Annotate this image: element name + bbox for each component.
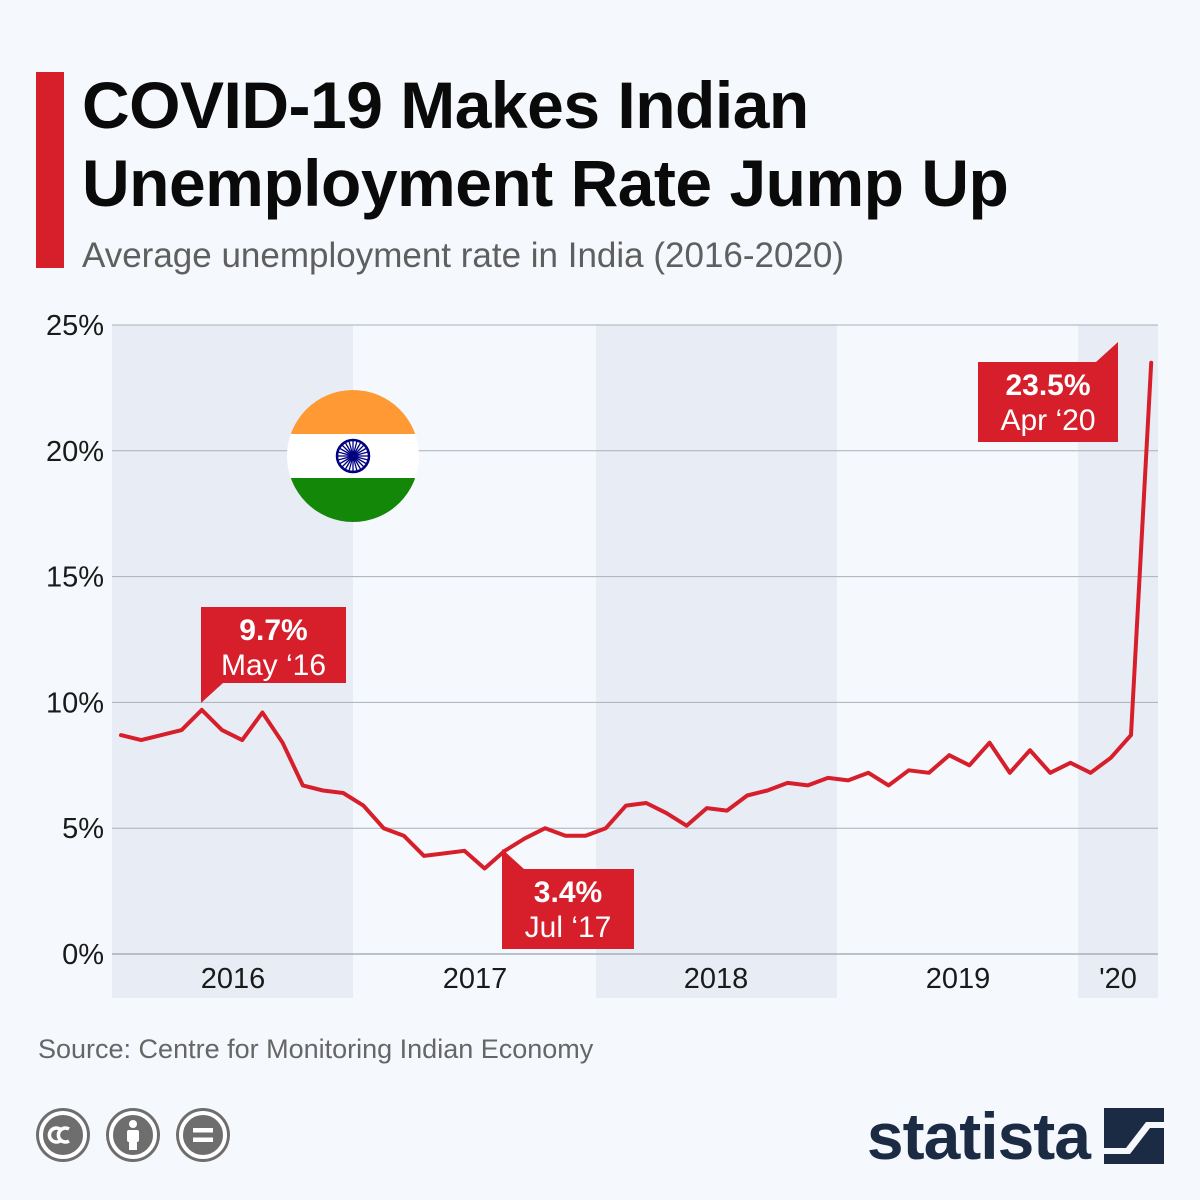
license-icons — [36, 1108, 230, 1162]
line-chart: 0% 5% 10% 15% 20% 25% 2016 2017 2018 2019 '20 9.7… — [46, 310, 1158, 998]
series-line — [119, 360, 1154, 871]
chart-subtitle: Average unemployment rate in India (2016… — [82, 236, 845, 275]
y-tick-label: 15% — [46, 562, 104, 594]
title-line-2: Unemployment Rate Jump Up — [82, 146, 1009, 220]
callout-value: 9.7% — [239, 614, 307, 647]
callout-box — [978, 342, 1118, 442]
callout-box — [502, 849, 634, 949]
callout-apr20: 23.5% Apr ‘20 — [978, 342, 1118, 442]
cc-icon — [36, 1108, 90, 1162]
callout-date: Apr ‘20 — [1000, 404, 1095, 437]
callout-date: Jul ‘17 — [525, 911, 612, 944]
x-tick-label: 2017 — [443, 963, 508, 995]
callout-box — [201, 607, 346, 703]
y-tick-label: 0% — [62, 939, 104, 971]
x-axis-ticks: 2016 2017 2018 2019 '20 — [201, 963, 1137, 995]
india-flag — [287, 390, 419, 522]
y-tick-label: 5% — [62, 813, 104, 845]
callout-may16: 9.7% May ‘16 — [201, 607, 346, 703]
accent-bar — [36, 72, 64, 268]
title-line-1: COVID-19 Makes Indian — [82, 68, 809, 142]
callout-jul17: 3.4% Jul ‘17 — [502, 849, 634, 949]
ashoka-chakra-icon — [335, 438, 371, 474]
source-note: Source: Centre for Monitoring Indian Eco… — [38, 1034, 594, 1064]
x-tick-label: 2016 — [201, 963, 266, 995]
no-derivatives-icon — [176, 1108, 230, 1162]
callout-date: May ‘16 — [221, 649, 326, 682]
statista-mark-icon — [1104, 1108, 1164, 1164]
callout-value: 23.5% — [1005, 369, 1090, 402]
attribution-icon — [106, 1108, 160, 1162]
y-tick-label: 10% — [46, 687, 104, 719]
y-tick-label: 25% — [46, 310, 104, 342]
x-tick-label: 2018 — [684, 963, 749, 995]
gridlines — [112, 324, 1158, 955]
logo-wordmark: statista — [866, 1099, 1091, 1173]
statista-logo: statista — [867, 1098, 1164, 1174]
year-band — [596, 325, 837, 998]
chart-title: COVID-19 Makes Indian Unemployment Rate … — [82, 66, 1009, 222]
callout-value: 3.4% — [534, 876, 602, 909]
x-tick-label: '20 — [1099, 963, 1137, 995]
y-tick-label: 20% — [46, 436, 104, 468]
y-axis-ticks: 0% 5% 10% 15% 20% 25% — [46, 310, 104, 971]
x-tick-label: 2019 — [926, 963, 991, 995]
